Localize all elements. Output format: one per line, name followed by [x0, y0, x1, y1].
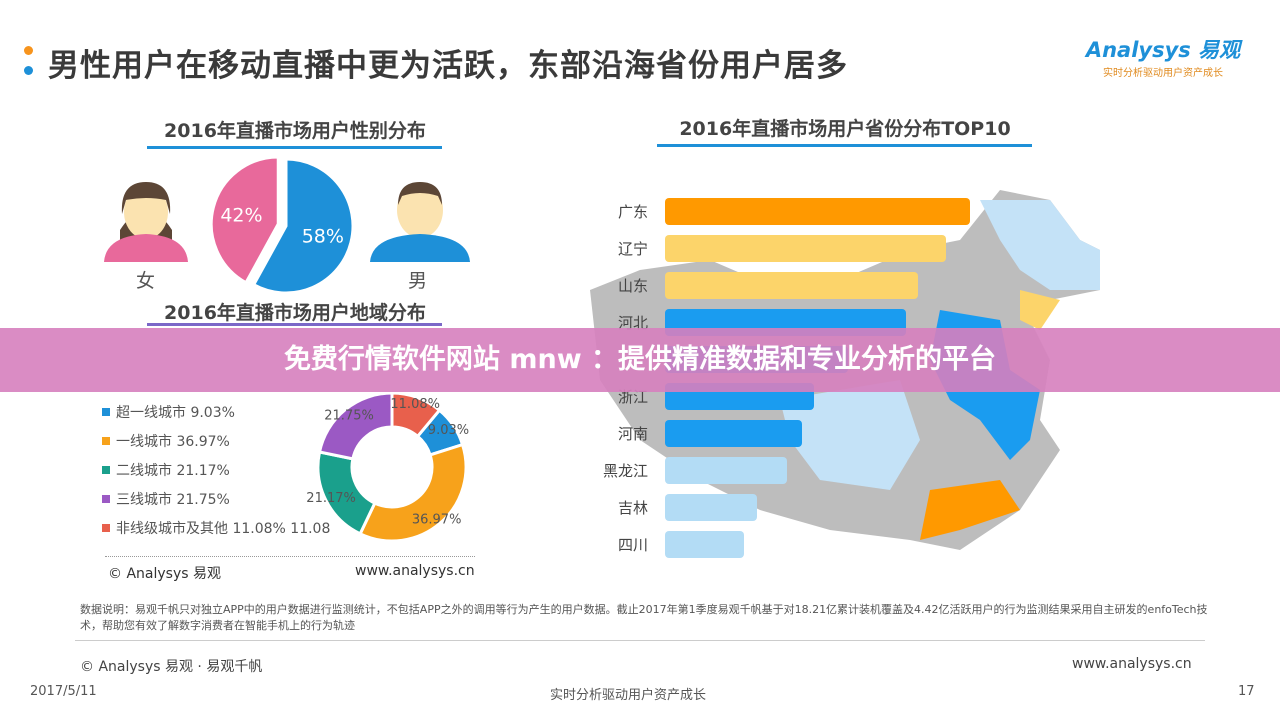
footer-divider	[75, 640, 1205, 641]
footer-slogan: 实时分析驱动用户资产成长	[550, 688, 707, 703]
legend-label: 二线城市 21.17%	[116, 463, 230, 479]
legend-label: 三线城市 21.75%	[116, 492, 230, 508]
bar-label: 河北	[617, 314, 648, 332]
gender-chart: 42% 58%	[104, 155, 470, 295]
bar	[665, 494, 757, 521]
donut-segment	[317, 391, 394, 461]
bar-label: 辽宁	[617, 240, 648, 258]
donut-label: 21.75%	[324, 408, 374, 423]
footer-copyright: © Analysys 易观 · 易观千帆	[80, 659, 263, 675]
bar	[665, 235, 946, 262]
legend-item: 三线城市 21.75%	[102, 489, 230, 509]
male-label: 男	[408, 270, 428, 292]
pie-label: 42%	[220, 205, 262, 227]
page-title: 男性用户在移动直播中更为活跃，东部沿海省份用户居多	[48, 48, 848, 84]
bar-label: 浙江	[617, 388, 648, 406]
legend-item: 二线城市 21.17%	[102, 460, 230, 480]
bar	[665, 272, 919, 299]
legend-label: 非线级城市及其他 11.08% 11.08	[116, 521, 331, 537]
divider	[657, 144, 1032, 147]
footer-url: www.analysys.cn	[1072, 656, 1192, 672]
legend-swatch	[102, 466, 110, 474]
donut-label: 21.17%	[306, 491, 356, 506]
divider	[147, 323, 442, 326]
donut-label: 36.97%	[412, 512, 462, 527]
footer-date: 2017/5/11	[30, 684, 97, 699]
bar-label: 吉林	[617, 499, 648, 517]
bar	[665, 457, 787, 484]
gender-chart-title: 2016年直播市场用户性别分布	[164, 120, 426, 142]
bar-label: 河南	[617, 425, 648, 443]
footnote: 数据说明：易观千帆只对独立APP中的用户数据进行监测统计，不包括APP之外的调用…	[80, 603, 1208, 632]
donut-label: 9.03%	[428, 423, 469, 438]
legend-swatch	[102, 408, 110, 416]
bar-label: 四川	[617, 536, 648, 554]
page-number: 17	[1238, 684, 1255, 699]
province-chart-title: 2016年直播市场用户省份分布TOP10	[679, 118, 1011, 140]
overlay-banner: 免费行情软件网站 mnw ：提供精准数据和专业分析的平台	[0, 328, 1280, 392]
bullet-dot	[24, 66, 33, 75]
bar	[665, 420, 803, 447]
donut-segment	[390, 391, 442, 439]
legend-label: 超一线城市 9.03%	[116, 405, 235, 421]
bar-label: 黑龙江	[602, 462, 648, 480]
region-chart-title: 2016年直播市场用户地域分布	[164, 302, 426, 324]
donut-segment	[358, 442, 468, 543]
left-url: www.analysys.cn	[355, 563, 475, 579]
legend-item: 非线级城市及其他 11.08% 11.08	[102, 518, 330, 538]
bar-label: 山东	[617, 277, 648, 295]
bar	[665, 531, 745, 558]
region-donut-chart: 9.03% 36.97% 21.17% 21.75% 11.08%	[306, 391, 469, 543]
donut-label: 11.08%	[390, 397, 440, 412]
legend-item: 一线城市 36.97%	[102, 431, 230, 451]
bullet-dot	[24, 46, 33, 55]
logo-tagline: 实时分析驱动用户资产成长	[1103, 68, 1223, 79]
bar	[665, 198, 970, 225]
logo: Analysys 易观 实时分析驱动用户资产成长	[1078, 34, 1248, 79]
female-avatar-icon	[104, 182, 188, 262]
legend-swatch	[102, 495, 110, 503]
bar-label: 广东	[617, 203, 648, 221]
pie-slice-男	[251, 157, 355, 295]
pie-label: 58%	[302, 225, 344, 247]
legend-item: 超一线城市 9.03%	[102, 402, 235, 422]
legend-label: 一线城市 36.97%	[116, 434, 230, 450]
female-label: 女	[136, 270, 156, 292]
dotted-divider	[105, 556, 475, 557]
left-copyright: © Analysys 易观	[108, 566, 221, 582]
legend-swatch	[102, 524, 110, 532]
divider	[147, 146, 442, 149]
male-avatar-icon	[370, 182, 470, 262]
logo-text: Analysys 易观	[1085, 38, 1241, 62]
legend-swatch	[102, 437, 110, 445]
pie-slice-女	[209, 155, 280, 285]
